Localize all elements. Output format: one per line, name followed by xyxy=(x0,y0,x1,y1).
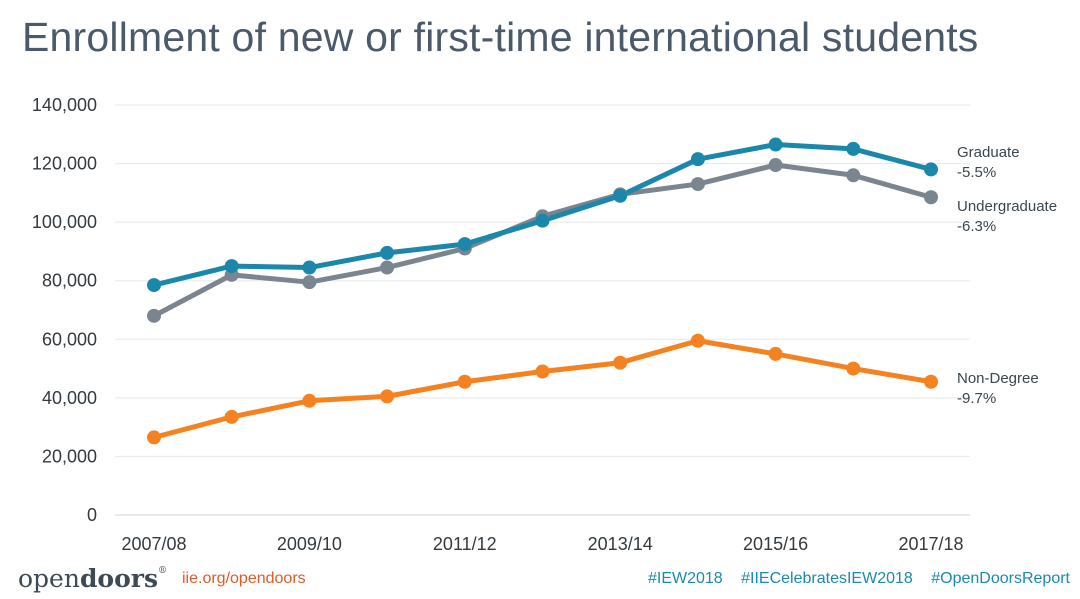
data-point-non-degree xyxy=(924,374,938,389)
site-link[interactable]: iie.org/opendoors xyxy=(182,570,306,587)
data-point-undergraduate xyxy=(380,260,395,275)
logo-text-light: open xyxy=(18,564,80,593)
data-point-graduate xyxy=(846,141,861,156)
series-label-graduate: Graduate xyxy=(957,144,1020,161)
series-labels: Undergraduate -6.3% Graduate -5.5% Non-Degre… xyxy=(957,144,1057,407)
hashtags: #IEW2018 #IIECelebratesIEW2018 #OpenDoor… xyxy=(634,570,1070,588)
data-point-non-degree xyxy=(147,430,161,445)
data-point-graduate xyxy=(302,260,317,275)
data-point-graduate xyxy=(535,213,550,228)
data-point-non-degree xyxy=(535,364,550,379)
hashtag-iiecelebratesiew2018[interactable]: #IIECelebratesIEW2018 xyxy=(741,570,913,587)
y-tick-label: 120,000 xyxy=(32,154,97,174)
y-tick-label: 20,000 xyxy=(42,446,97,466)
series-lines xyxy=(151,142,934,440)
data-point-non-degree xyxy=(846,361,861,376)
data-point-graduate xyxy=(457,237,472,252)
x-tick-label: 2007/08 xyxy=(121,534,186,554)
series-change-undergraduate: -6.3% xyxy=(957,218,996,235)
data-point-non-degree xyxy=(768,346,783,361)
data-point-non-degree xyxy=(380,389,395,404)
hashtag-opendoorsreport[interactable]: #OpenDoorsReport xyxy=(931,570,1070,587)
data-point-graduate xyxy=(380,245,395,260)
x-tick-label: 2011/12 xyxy=(433,534,497,554)
x-tick-label: 2009/10 xyxy=(277,534,342,554)
data-point-non-degree xyxy=(690,333,705,348)
hashtag-iew2018[interactable]: #IEW2018 xyxy=(647,570,723,587)
data-point-undergraduate xyxy=(147,308,161,323)
opendoors-logo: opendoors® xyxy=(18,564,167,593)
data-point-non-degree xyxy=(224,409,239,424)
y-tick-label: 100,000 xyxy=(32,212,97,232)
series-line-undergraduate xyxy=(151,162,934,319)
x-tick-label: 2017/18 xyxy=(898,534,963,554)
x-axis-tick-labels: 2007/08 2009/10 2011/12 2013/14 2015/16 2017/… xyxy=(121,534,963,554)
y-tick-label: 140,000 xyxy=(32,95,97,115)
data-point-non-degree xyxy=(457,374,472,389)
x-tick-label: 2013/14 xyxy=(588,534,653,554)
data-point-graduate xyxy=(924,162,938,177)
data-point-undergraduate xyxy=(690,177,705,192)
data-point-graduate xyxy=(690,152,705,167)
series-points xyxy=(147,137,938,445)
data-point-undergraduate xyxy=(768,158,783,173)
y-tick-label: 40,000 xyxy=(42,388,97,408)
data-point-non-degree xyxy=(302,393,317,408)
chart-title: Enrollment of new or first-time internat… xyxy=(22,14,979,60)
y-tick-label: 0 xyxy=(87,505,97,525)
logo-text-bold: doors xyxy=(79,564,159,593)
data-point-graduate xyxy=(224,259,239,274)
footer: opendoors® iie.org/opendoors #IEW2018 #I… xyxy=(0,562,1080,598)
y-tick-label: 80,000 xyxy=(42,271,97,291)
data-point-graduate xyxy=(768,137,783,152)
series-change-graduate: -5.5% xyxy=(957,164,996,181)
gridlines xyxy=(115,104,970,516)
y-axis-tick-labels: 0 20,000 40,000 60,000 80,000 100,000 120,000 1… xyxy=(32,95,97,525)
data-point-undergraduate xyxy=(846,168,861,183)
series-label-undergraduate: Undergraduate xyxy=(957,198,1057,215)
data-point-graduate xyxy=(613,188,628,203)
series-line-non-degree xyxy=(151,338,934,440)
line-chart: 0 20,000 40,000 60,000 80,000 100,000 120,000 1… xyxy=(32,95,1057,554)
data-point-undergraduate xyxy=(924,190,938,205)
data-point-non-degree xyxy=(613,355,628,370)
data-point-undergraduate xyxy=(302,275,317,290)
y-tick-label: 60,000 xyxy=(42,329,97,349)
x-tick-label: 2015/16 xyxy=(743,534,808,554)
registered-mark: ® xyxy=(158,566,168,576)
series-change-non-degree: -9.7% xyxy=(957,390,996,407)
data-point-graduate xyxy=(147,278,161,293)
series-label-non-degree: Non-Degree xyxy=(957,370,1039,387)
